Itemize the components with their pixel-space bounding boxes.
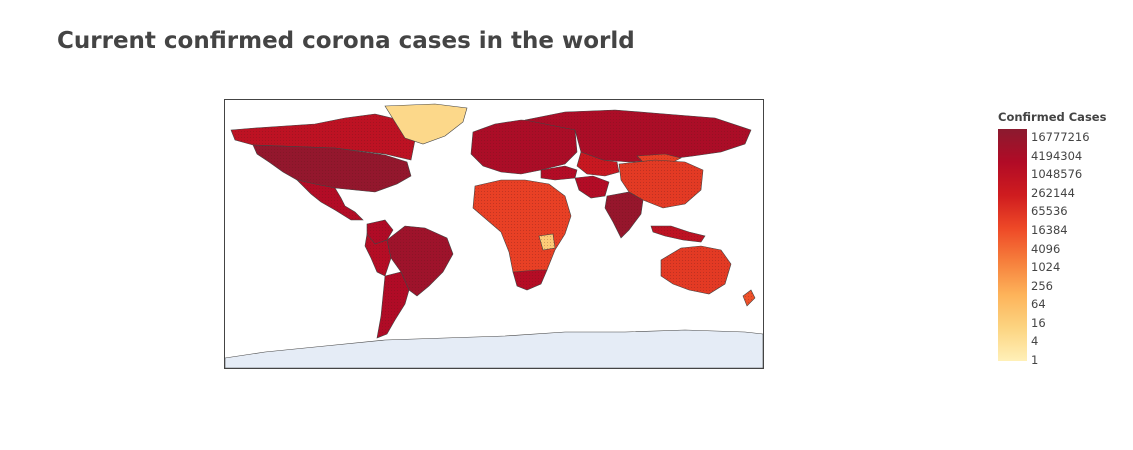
region-texture [377, 272, 409, 338]
region-texture [471, 120, 577, 174]
colorbar-tick: 4 [1031, 334, 1039, 349]
region-texture [577, 152, 619, 176]
colorbar-tick: 1024 [1031, 260, 1061, 275]
colorbar-title: Confirmed Cases [998, 110, 1107, 124]
colorbar-tick: 1 [1031, 353, 1039, 367]
region-texture [743, 290, 755, 306]
colorbar-tick: 65536 [1031, 204, 1068, 219]
country-regions [225, 103, 763, 368]
colorbar-tick: 16 [1031, 315, 1046, 330]
region-texture [541, 166, 577, 180]
region-texture [253, 145, 411, 192]
region-texture [367, 220, 393, 244]
colorbar-tick: 16777216 [1031, 130, 1090, 144]
world-map[interactable] [225, 100, 763, 368]
colorbar-tick: 4096 [1031, 241, 1061, 256]
region-texture [539, 234, 555, 250]
region-texture [605, 192, 643, 238]
region-texture [651, 226, 705, 242]
region-texture [513, 270, 547, 290]
chart-title: Current confirmed corona cases in the wo… [57, 28, 635, 54]
region-texture [231, 114, 415, 160]
region-texture [365, 234, 391, 276]
region-texture [525, 110, 751, 162]
region-texture [619, 160, 703, 208]
region-greenland[interactable] [384, 103, 468, 145]
map-frame[interactable] [224, 99, 764, 369]
region-texture [297, 180, 363, 220]
region-texture [661, 246, 731, 294]
colorbar-tick: 16384 [1031, 222, 1068, 237]
colorbar-tick: 262144 [1031, 185, 1075, 200]
colorbar-tick: 1048576 [1031, 167, 1083, 182]
region-texture [473, 180, 571, 286]
colorbar-tick: 4194304 [1031, 148, 1083, 163]
region-texture [575, 176, 609, 198]
region-texture [387, 226, 453, 296]
colorbar-gradient [998, 129, 1027, 361]
region-antarctica[interactable] [225, 329, 763, 368]
colorbar-tick: 64 [1031, 297, 1046, 312]
colorbar-tick: 256 [1031, 278, 1053, 293]
